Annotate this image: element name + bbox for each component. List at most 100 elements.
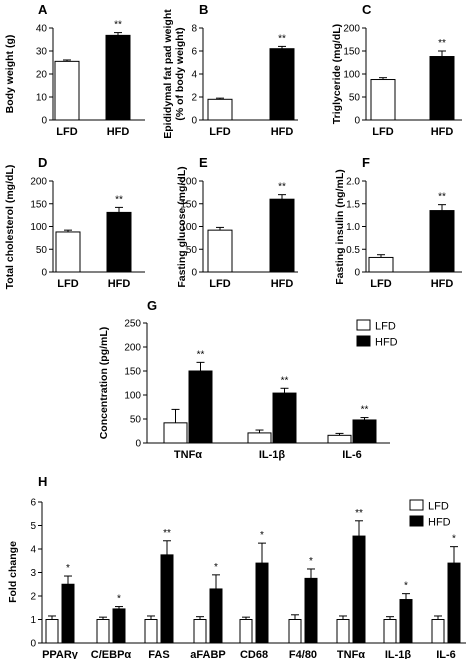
y-tick-label: 200 (180, 177, 197, 188)
x-tick-label: IL-6 (436, 649, 456, 659)
y-axis-label: Total cholesterol (mg/dL) (4, 165, 16, 290)
bar-lfd (207, 98, 233, 121)
y-tick-label: 200 (343, 24, 360, 35)
significance-label: ** (278, 33, 286, 44)
y-tick-label: 30 (36, 47, 48, 58)
panel-letter: C (362, 2, 372, 17)
y-tick-label: 1 (30, 615, 36, 626)
bar-hfd (269, 198, 295, 273)
legend-swatch (356, 335, 371, 347)
significance-label: * (452, 534, 456, 545)
significance-label: * (404, 581, 408, 592)
x-tick-label: IL-1β (259, 449, 286, 461)
y-tick-label: 6 (191, 47, 197, 58)
y-tick-label: 2.0 (346, 177, 360, 188)
x-tick-label: LFD (372, 126, 393, 138)
y-tick-label: 0 (30, 639, 36, 650)
y-tick-label: 150 (180, 199, 197, 210)
bar-lfd (55, 231, 81, 273)
x-tick-label: LFD (56, 126, 77, 138)
bar-hfd (188, 370, 213, 444)
y-tick-label: 1.5 (346, 199, 360, 210)
y-tick-label: 40 (36, 24, 48, 35)
bar-hfd (255, 562, 269, 644)
legend-label: HFD (428, 517, 451, 529)
y-tick-label: 5 (30, 521, 36, 532)
y-tick-label: 0 (41, 116, 47, 127)
y-axis-label: Fasting insulin (ng/mL) (334, 169, 346, 285)
y-tick-label: 50 (36, 245, 48, 256)
x-tick-label: HFD (107, 126, 130, 138)
bar-lfd (327, 434, 352, 444)
y-tick-label: 150 (343, 47, 360, 58)
bar-lfd (383, 619, 397, 644)
significance-label: ** (361, 405, 369, 416)
bar-lfd (193, 619, 207, 644)
y-axis-label: Fasting glucose (mg/dL) (176, 166, 188, 287)
x-tick-label: HFD (271, 126, 294, 138)
y-axis-label: Triglyceride (mg/dL) (331, 24, 343, 124)
significance-label: ** (438, 192, 446, 203)
y-tick-label: 200 (124, 343, 141, 354)
legend-swatch (409, 499, 424, 511)
y-tick-label: 0 (191, 116, 197, 127)
x-tick-label: FAS (148, 649, 169, 659)
y-tick-label: 3 (30, 568, 36, 579)
y-tick-label: 100 (180, 222, 197, 233)
legend-label: HFD (375, 337, 398, 349)
bar-lfd (163, 422, 188, 444)
x-tick-label: IL-1β (385, 649, 412, 659)
bar-hfd (429, 56, 455, 121)
y-axis-label: Epididymal fat pad weight(% of body weig… (162, 9, 186, 139)
bar-lfd (54, 60, 80, 121)
bar-lfd (370, 79, 396, 121)
y-tick-label: 6 (30, 498, 36, 509)
significance-label: ** (197, 349, 205, 360)
significance-label: ** (281, 375, 289, 386)
y-tick-label: 1.0 (346, 222, 360, 233)
significance-label: ** (355, 508, 363, 519)
x-tick-label: LFD (209, 278, 230, 290)
bar-lfd (144, 619, 158, 644)
bar-lfd (431, 619, 445, 644)
y-axis-label: Body weight (g) (4, 35, 16, 114)
bar-hfd (272, 392, 297, 444)
panel-letter: G (147, 298, 157, 313)
bar-lfd (336, 619, 350, 644)
y-tick-label: 0 (354, 268, 360, 279)
significance-label: ** (163, 528, 171, 539)
y-tick-label: 2 (30, 592, 36, 603)
panel-a: A 0 10 20 30 40 Body weight (g) LFD ** HFD (4, 2, 145, 138)
bar-hfd (447, 562, 461, 644)
significance-label: ** (278, 182, 286, 193)
significance-label: ** (114, 20, 122, 31)
panel-letter: F (362, 155, 370, 170)
bar-hfd (106, 211, 132, 273)
y-tick-label: 50 (349, 93, 361, 104)
y-axis-label-line: (% of body weight) (174, 27, 186, 120)
legend-label: LFD (375, 321, 396, 333)
y-tick-label: 0 (191, 268, 197, 279)
x-tick-label: C/EBPα (91, 649, 132, 659)
panel-g: G 0 50 100 150 200 250 Concentration (pg/mL) ** T… (98, 298, 398, 461)
panel-letter: A (38, 2, 48, 17)
y-tick-label: 100 (124, 391, 141, 402)
panel-letter: E (199, 155, 208, 170)
panel-d: D 0 50 100 150 200 Total cholesterol (mg/dL) LF… (4, 155, 145, 290)
significance-label: * (66, 563, 70, 574)
bar-hfd (352, 535, 366, 644)
x-tick-label: IL-6 (342, 449, 362, 461)
bar-hfd (209, 588, 223, 644)
y-tick-label: 10 (36, 93, 48, 104)
x-tick-label: aFABP (190, 649, 225, 659)
bar-lfd (45, 619, 59, 644)
y-tick-label: 100 (343, 70, 360, 81)
bar-lfd (239, 619, 253, 644)
x-tick-label: LFD (370, 278, 391, 290)
bar-hfd (112, 608, 126, 644)
y-tick-label: 200 (30, 177, 47, 188)
significance-label: * (117, 594, 121, 605)
